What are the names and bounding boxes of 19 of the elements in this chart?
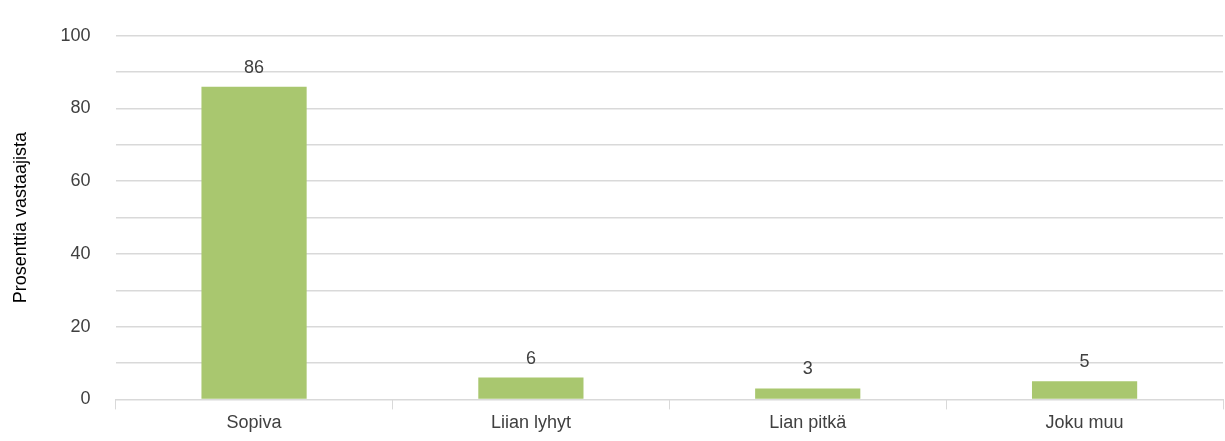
x-tick-label: Sopiva (226, 412, 283, 433)
x-tick-label: Liian lyhyt (490, 412, 571, 433)
bar (478, 377, 584, 399)
bar (755, 388, 861, 399)
y-tick-label: 80 (70, 97, 91, 118)
y-tick-label: 100 (60, 24, 91, 45)
y-tick-label: 60 (70, 170, 91, 191)
x-tick-label: Lian pitkä (769, 412, 848, 433)
y-tick-label: 0 (80, 388, 91, 409)
data-label: 6 (525, 347, 536, 368)
y-axis-title: Prosenttia vastaajista (9, 131, 30, 304)
bar (1031, 381, 1138, 399)
y-tick-label: 20 (70, 315, 91, 336)
y-tick-label: 40 (70, 242, 91, 263)
data-label: 5 (1079, 351, 1090, 372)
bar (201, 86, 307, 399)
x-tick-label: Joku muu (1045, 412, 1124, 433)
data-label: 86 (244, 56, 265, 77)
data-label: 3 (802, 358, 813, 379)
